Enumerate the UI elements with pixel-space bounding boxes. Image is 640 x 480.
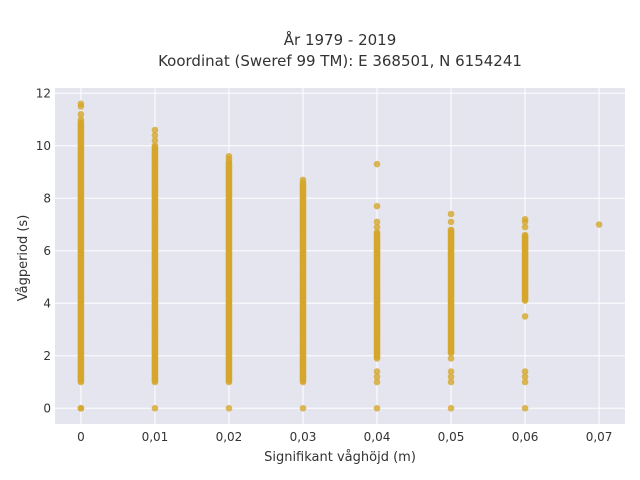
chart-title-line1: År 1979 - 2019 [284, 30, 397, 49]
y-tick-label: 8 [43, 191, 51, 205]
data-point [447, 404, 455, 412]
data-point [521, 313, 529, 320]
x-tick-label: 0,06 [512, 430, 539, 444]
y-tick-label: 4 [43, 296, 51, 310]
data-point [373, 404, 381, 412]
x-tick-label: 0,02 [216, 430, 243, 444]
data-point [373, 202, 381, 210]
data-point [521, 404, 529, 412]
data-point [447, 368, 455, 375]
y-tick-labels: 0 2 4 6 8 10 12 [36, 86, 51, 415]
data-point [299, 404, 307, 412]
data-point [521, 378, 529, 386]
data-point [373, 378, 381, 386]
data-point [373, 223, 381, 231]
data-point [151, 142, 159, 150]
data-point [151, 137, 159, 144]
data-point [447, 218, 455, 226]
data-point [521, 368, 529, 375]
y-axis-label: Vågperiod (s) [16, 215, 31, 302]
x-tick-label: 0,01 [142, 430, 169, 444]
data-point [77, 100, 85, 108]
data-point [521, 215, 529, 223]
data-point [77, 110, 85, 118]
data-point [595, 221, 603, 228]
data-point [373, 160, 381, 168]
plot-background [55, 88, 625, 424]
data-point [151, 131, 159, 139]
data-point [521, 223, 529, 231]
data-point [521, 373, 529, 381]
chart-title-line2: Koordinat (Sweref 99 TM): E 368501, N 61… [158, 52, 522, 70]
data-point [225, 152, 233, 160]
data-point [151, 126, 159, 134]
x-tick-label: 0,04 [364, 430, 391, 444]
x-tick-label: 0,07 [586, 430, 613, 444]
x-tick-label: 0,05 [438, 430, 465, 444]
y-tick-label: 6 [43, 244, 51, 258]
data-point [225, 404, 233, 412]
data-point [447, 226, 455, 234]
data-point [77, 116, 85, 123]
x-tick-labels: 0 0,01 0,02 0,03 0,04 0,05 0,06 0,07 [77, 430, 612, 444]
data-point [77, 404, 85, 412]
data-point [151, 404, 159, 412]
data-point [521, 231, 529, 239]
data-point [447, 210, 455, 218]
x-axis-label: Signifikant våghöjd (m) [264, 450, 416, 465]
data-point [373, 218, 381, 226]
x-tick-label: 0,03 [290, 430, 317, 444]
data-point [447, 355, 455, 362]
x-tick-label: 0 [77, 430, 85, 444]
data-point [299, 176, 307, 184]
y-tick-label: 2 [43, 349, 51, 363]
data-point [373, 229, 381, 236]
y-tick-label: 10 [36, 139, 51, 153]
data-point [447, 378, 455, 386]
data-point [373, 368, 381, 375]
data-point [447, 373, 455, 381]
y-tick-label: 12 [36, 86, 51, 100]
y-tick-label: 0 [43, 401, 51, 415]
data-points [77, 100, 603, 412]
data-point [373, 373, 381, 381]
